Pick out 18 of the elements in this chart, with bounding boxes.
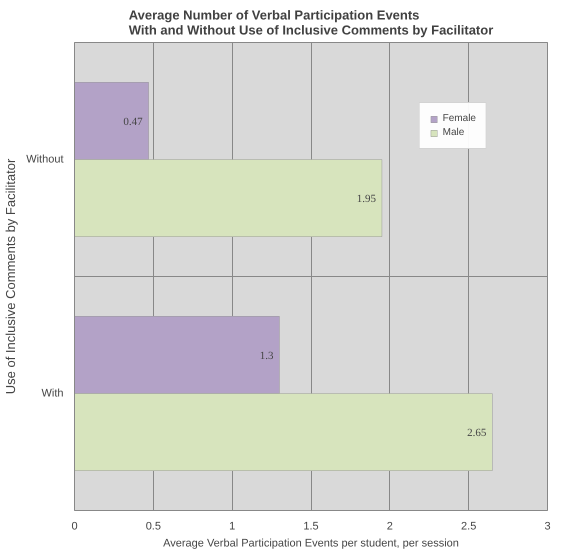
x-axis-title: Average Verbal Participation Events per student, per session bbox=[163, 538, 459, 550]
x-tick-label: 1 bbox=[229, 520, 236, 532]
x-tick-label: 2.5 bbox=[461, 520, 476, 532]
data-label: 2.65 bbox=[467, 427, 487, 440]
data-label: 1.95 bbox=[356, 193, 376, 206]
x-tick-label: 0 bbox=[71, 520, 78, 532]
data-label: 1.3 bbox=[260, 350, 274, 362]
data-label: 0.47 bbox=[123, 116, 144, 128]
x-tick-label: 3 bbox=[544, 520, 551, 532]
y-tick-label: With bbox=[42, 388, 64, 400]
legend-label: Female bbox=[442, 113, 476, 124]
x-tick-label: 1.5 bbox=[303, 520, 319, 532]
x-tick-label: 0.5 bbox=[146, 520, 161, 532]
chart-title: Average Number of Verbal Participation Events With and Without Use of Inclusive Comments by Facilitator bbox=[128, 8, 494, 38]
y-axis-title: Use of Inclusive Comments by Facilitator bbox=[3, 158, 18, 394]
x-tick-label: 2 bbox=[386, 520, 393, 532]
legend-label: Male bbox=[442, 127, 464, 138]
y-tick-label: Without bbox=[26, 154, 64, 166]
